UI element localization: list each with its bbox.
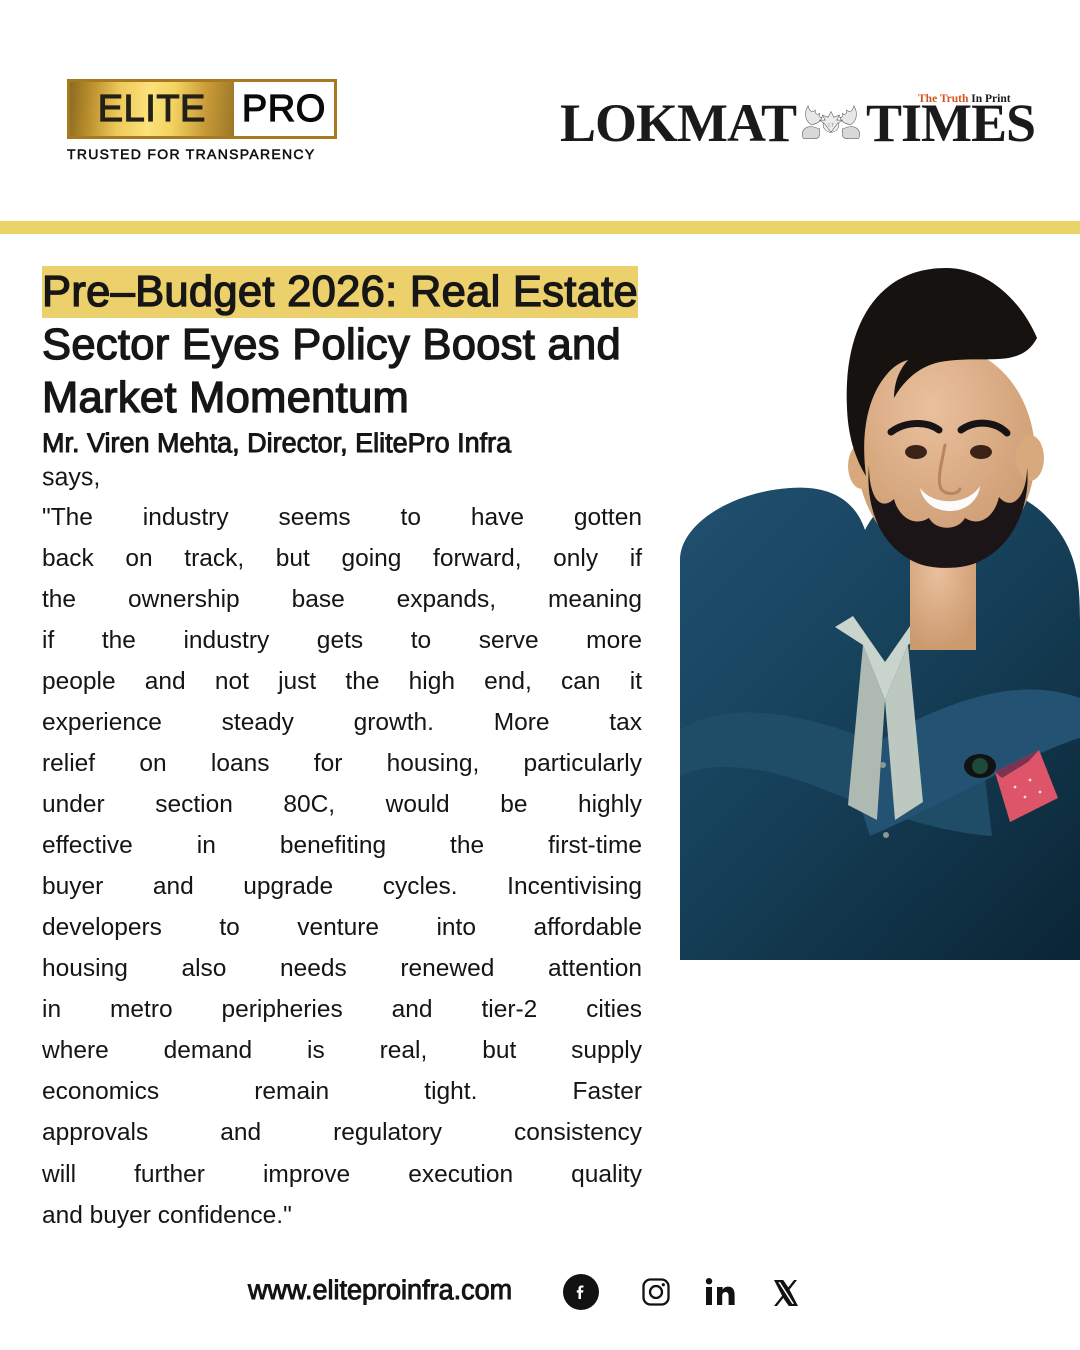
svg-text:LT: LT <box>828 124 834 129</box>
